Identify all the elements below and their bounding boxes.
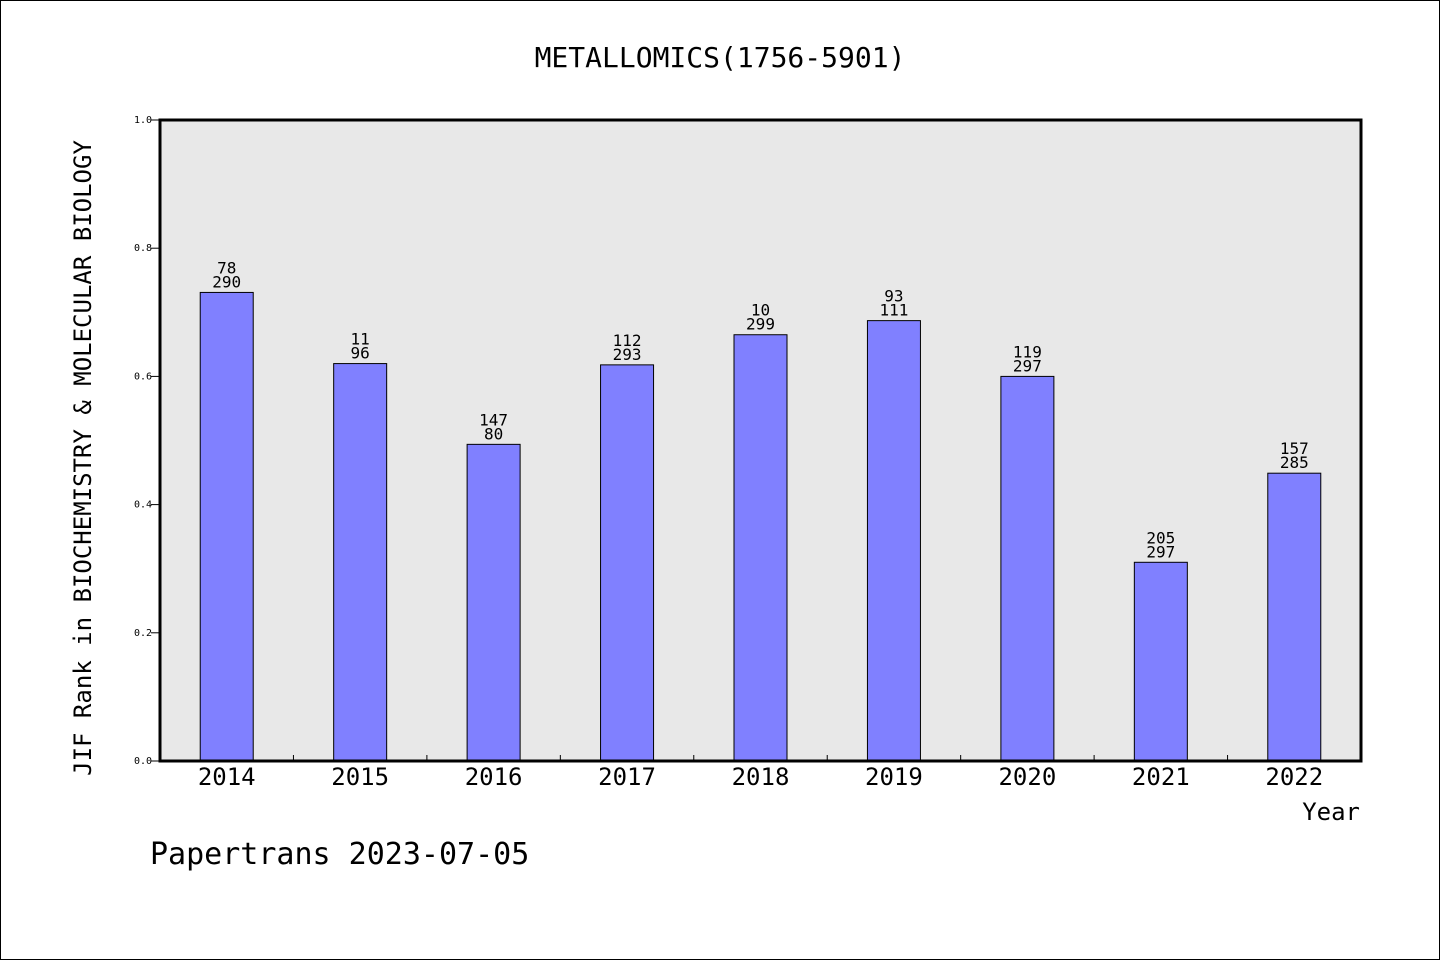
x-axis-label: Year [1302, 798, 1360, 826]
y-tick-label: 0.0 [134, 756, 152, 767]
bar-rank-label: 93 [884, 287, 903, 306]
bar-total-label: 293 [613, 345, 642, 364]
x-tick-label: 2018 [732, 763, 790, 791]
bar-rank-label: 10 [751, 301, 770, 320]
bar [466, 443, 521, 762]
x-tick-label: 2015 [331, 763, 389, 791]
bar [866, 320, 921, 762]
bar-total-label: 297 [1013, 356, 1042, 375]
bar-total-label: 80 [484, 424, 503, 443]
bar-total-label: 297 [1146, 542, 1175, 561]
x-tick-label: 2016 [465, 763, 523, 791]
chart-title: METALLOMICS(1756-5901) [535, 41, 906, 74]
plot-border [158, 118, 1363, 763]
y-tick-label: 0.4 [134, 500, 152, 511]
x-tick-label: 2022 [1265, 763, 1323, 791]
bar-rank-label: 119 [1013, 342, 1042, 361]
bar-rank-label: 205 [1146, 528, 1175, 547]
bars-group: 7829011961478011229310299931111192972052… [199, 258, 1322, 762]
bar-rank-label: 157 [1280, 439, 1309, 458]
bar-total-label: 111 [879, 301, 908, 320]
bar-rank-label: 78 [217, 258, 236, 277]
bar-total-label: 96 [351, 344, 370, 363]
bar-rank-label: 11 [351, 330, 370, 349]
bar [333, 363, 388, 762]
x-tick-label: 2021 [1132, 763, 1190, 791]
x-axis: 2014 2015 2016 2017 2018 2019 2020 2021 2022 [198, 755, 1323, 791]
x-tick-label: 2020 [998, 763, 1056, 791]
bar-total-label: 299 [746, 315, 775, 334]
y-axis: 0.0 0.2 0.4 0.6 0.8 1.0 [134, 115, 160, 767]
y-tick-label: 1.0 [134, 115, 152, 126]
bar [1267, 472, 1322, 762]
bar [1133, 561, 1188, 762]
footer-credit: Papertrans 2023-07-05 [150, 837, 529, 872]
bar [600, 364, 655, 762]
y-axis-label: JIF Rank in BIOCHEMISTRY & MOLECULAR BIO… [69, 140, 97, 776]
bar-rank-label: 147 [479, 410, 508, 429]
y-tick-label: 0.2 [134, 628, 152, 639]
bar-total-label: 290 [212, 272, 241, 291]
y-tick-label: 0.8 [134, 243, 152, 254]
bar-total-label: 285 [1280, 453, 1309, 472]
x-tick-label: 2019 [865, 763, 923, 791]
y-tick-label: 0.6 [134, 371, 152, 382]
x-tick-label: 2017 [598, 763, 656, 791]
bar [1000, 375, 1055, 762]
bar-rank-label: 112 [613, 331, 642, 350]
bar [199, 291, 254, 762]
x-tick-label: 2014 [198, 763, 256, 791]
bar [733, 334, 788, 762]
